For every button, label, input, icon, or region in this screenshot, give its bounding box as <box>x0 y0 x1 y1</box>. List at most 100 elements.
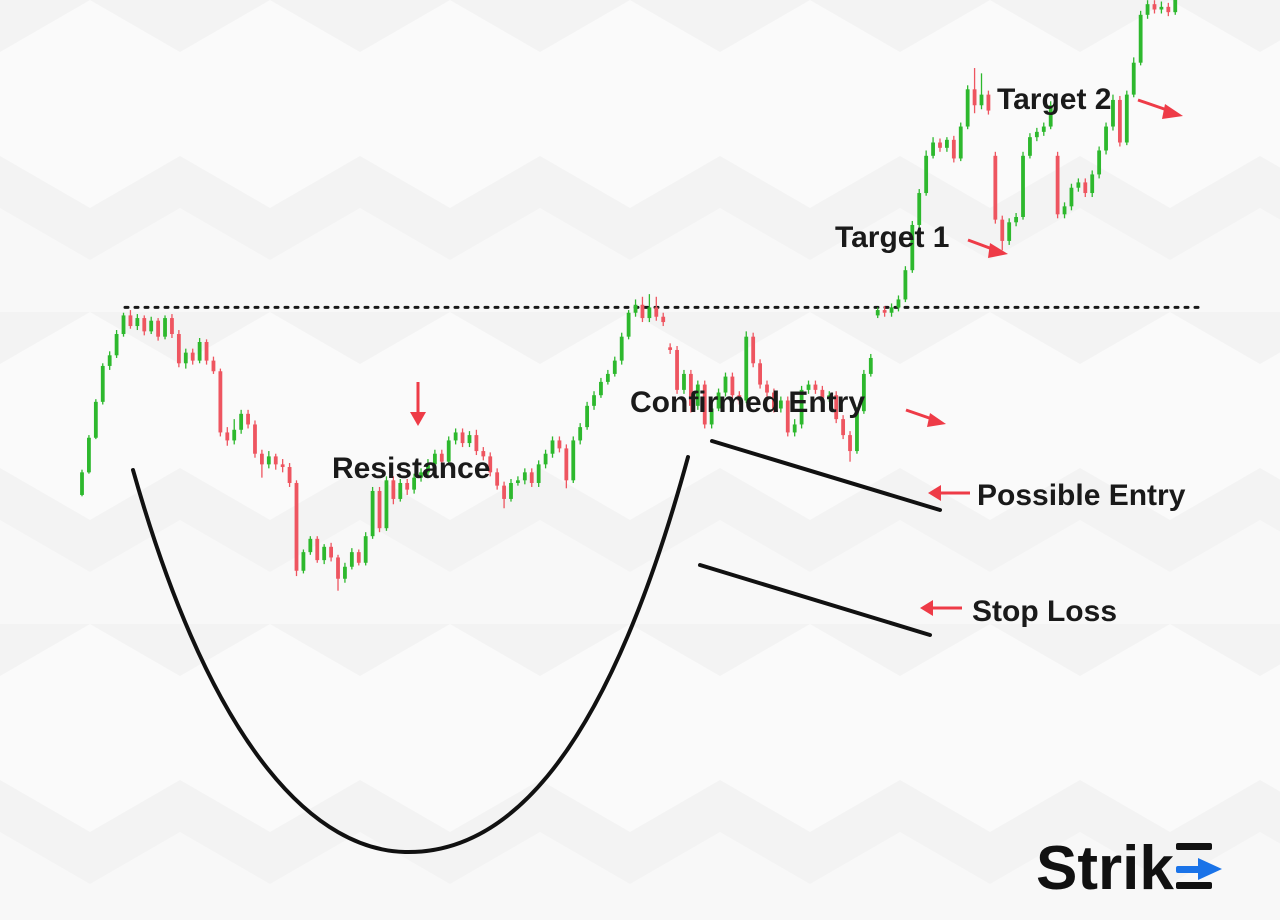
candle <box>1014 212 1019 227</box>
candle-body-up <box>1124 94 1129 143</box>
candle <box>1083 178 1088 198</box>
candle <box>349 548 354 570</box>
candle-body-down <box>882 310 887 313</box>
candle-body-up <box>1007 222 1012 241</box>
candle-body-down <box>785 400 790 433</box>
candle <box>1152 0 1157 14</box>
candle-body-up <box>543 453 548 465</box>
candle-body-down <box>529 472 534 483</box>
candle <box>668 343 673 354</box>
candle <box>834 391 839 424</box>
candle <box>931 137 935 159</box>
candle <box>453 428 458 445</box>
candle-body-up <box>709 408 714 425</box>
candle-body-up <box>619 336 624 361</box>
candle-body-down <box>356 552 361 563</box>
candle-body-up <box>1021 155 1025 217</box>
candle <box>778 396 783 413</box>
candle <box>806 380 811 394</box>
candle-body-up <box>605 373 610 382</box>
candle <box>315 536 320 563</box>
candle-body-up <box>965 89 970 127</box>
candle <box>585 401 590 430</box>
candle-body-up <box>398 482 403 499</box>
candle <box>204 339 209 365</box>
candle-body-up <box>322 546 327 561</box>
candle-body-up <box>536 464 541 483</box>
candle-body-up <box>93 401 98 438</box>
candle-body-down <box>128 315 133 327</box>
candle <box>128 310 133 329</box>
candle-body-up <box>183 352 188 364</box>
candle-body-up <box>301 552 306 571</box>
candle-body-up <box>149 320 154 332</box>
candle <box>744 331 749 404</box>
candle-body-down <box>495 472 500 486</box>
candle <box>661 312 666 327</box>
candle <box>938 138 942 152</box>
strike-logo: Strik <box>1036 834 1222 903</box>
candle <box>1111 94 1115 131</box>
candle <box>924 150 929 196</box>
candle <box>488 452 493 477</box>
candle-body-down <box>259 453 264 465</box>
candle <box>841 415 846 440</box>
candle-body-up <box>1090 174 1095 194</box>
candle <box>253 420 257 458</box>
candle-body-down <box>993 155 998 220</box>
candle <box>529 468 534 487</box>
candle <box>772 388 776 413</box>
candle-body-down <box>474 435 479 452</box>
candle <box>903 266 908 303</box>
stop-loss-label: Stop Loss <box>972 595 1117 628</box>
candle <box>246 409 250 429</box>
candle-body-up <box>633 304 638 313</box>
candle <box>751 332 756 368</box>
candle-body-down <box>225 432 230 441</box>
candle-body-up <box>1111 99 1115 127</box>
candle-body-down <box>280 464 285 468</box>
candle-body-down <box>751 336 756 364</box>
resistance-label: Resistance <box>332 452 490 485</box>
candle-body-up <box>626 312 631 337</box>
candle <box>1007 218 1012 245</box>
candle <box>149 316 154 335</box>
candle-body-up <box>585 405 590 428</box>
candle <box>1041 122 1046 136</box>
candle-body-down <box>211 360 216 372</box>
candle-body-up <box>861 373 866 412</box>
candle <box>820 385 825 402</box>
candle <box>550 436 555 458</box>
candle <box>426 459 430 478</box>
candle <box>702 380 707 429</box>
candle-body-up <box>232 429 237 441</box>
candle <box>799 385 804 429</box>
candlestick-series <box>80 0 1178 591</box>
candle <box>827 391 832 402</box>
candle-body-down <box>377 490 382 529</box>
candle-body-up <box>1173 0 1178 13</box>
candle-body-down <box>336 557 340 579</box>
candle-body-down <box>218 371 223 433</box>
candle-body-down <box>315 538 320 561</box>
candle-body-up <box>1138 14 1143 63</box>
candle-body-up <box>931 142 935 156</box>
candle <box>1159 1 1164 14</box>
candle-body-down <box>654 307 659 317</box>
candle-body-up <box>100 365 105 402</box>
candle <box>1034 127 1039 142</box>
candle-body-up <box>889 307 894 313</box>
candle-body-up <box>868 357 873 374</box>
candle-body-up <box>592 395 596 406</box>
candle <box>1124 90 1129 146</box>
candle <box>1138 10 1143 66</box>
candle-body-down <box>488 456 493 473</box>
candle-body-down <box>841 419 846 436</box>
candle <box>259 449 264 478</box>
candle-body-down <box>253 424 257 454</box>
candle <box>723 372 728 397</box>
candle <box>1055 151 1060 219</box>
candle <box>405 478 410 495</box>
candle-body-up <box>723 376 728 393</box>
target-1-label: Target 1 <box>835 221 949 254</box>
